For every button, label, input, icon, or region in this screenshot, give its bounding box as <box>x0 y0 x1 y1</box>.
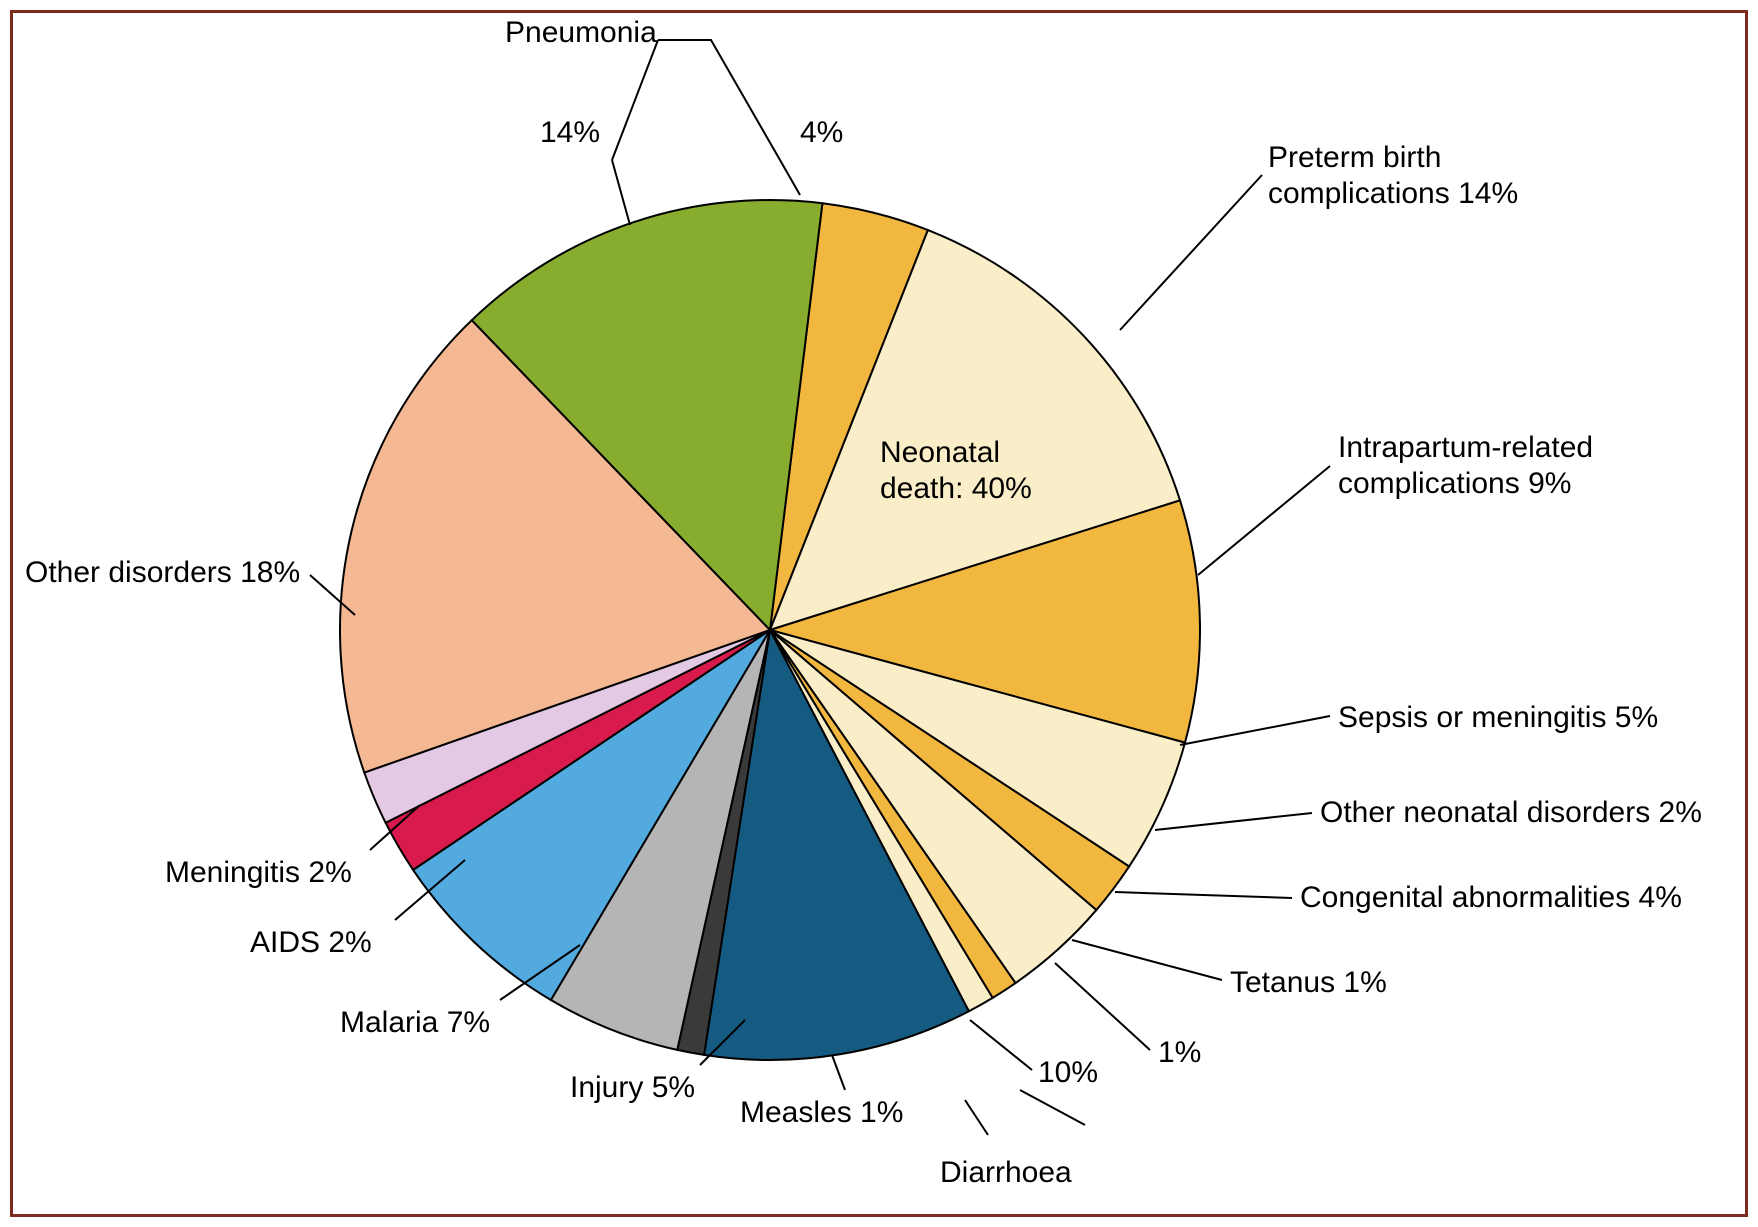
label-pneumonia: 14% <box>540 115 600 151</box>
label-sepsis: Sepsis or meningitis 5% <box>1338 700 1658 736</box>
label-other_neo: Other neonatal disorders 2% <box>1320 795 1702 831</box>
label-measles: Measles 1% <box>740 1095 903 1131</box>
shared-label-pneumonia: Pneumonia <box>505 15 657 51</box>
label-preterm: Preterm birth complications 14% <box>1268 140 1518 212</box>
label-intrapartum: Intrapartum-related complications 9% <box>1338 430 1593 502</box>
label-aids: AIDS 2% <box>250 925 372 961</box>
label-injury: Injury 5% <box>570 1070 695 1106</box>
label-congenital: Congenital abnormalities 4% <box>1300 880 1682 916</box>
label-diarrhoea_neo: 1% <box>1158 1035 1201 1071</box>
label-tetanus: Tetanus 1% <box>1230 965 1387 1001</box>
group-label-neonatal: Neonatal death: 40% <box>880 435 1032 507</box>
shared-label-diarrhoea: Diarrhoea <box>940 1155 1072 1191</box>
label-meningitis: Meningitis 2% <box>165 855 352 891</box>
label-diarrhoea: 10% <box>1038 1055 1098 1091</box>
label-other: Other disorders 18% <box>25 555 300 591</box>
label-pneumonia_neo: 4% <box>800 115 843 151</box>
label-malaria: Malaria 7% <box>340 1005 490 1041</box>
